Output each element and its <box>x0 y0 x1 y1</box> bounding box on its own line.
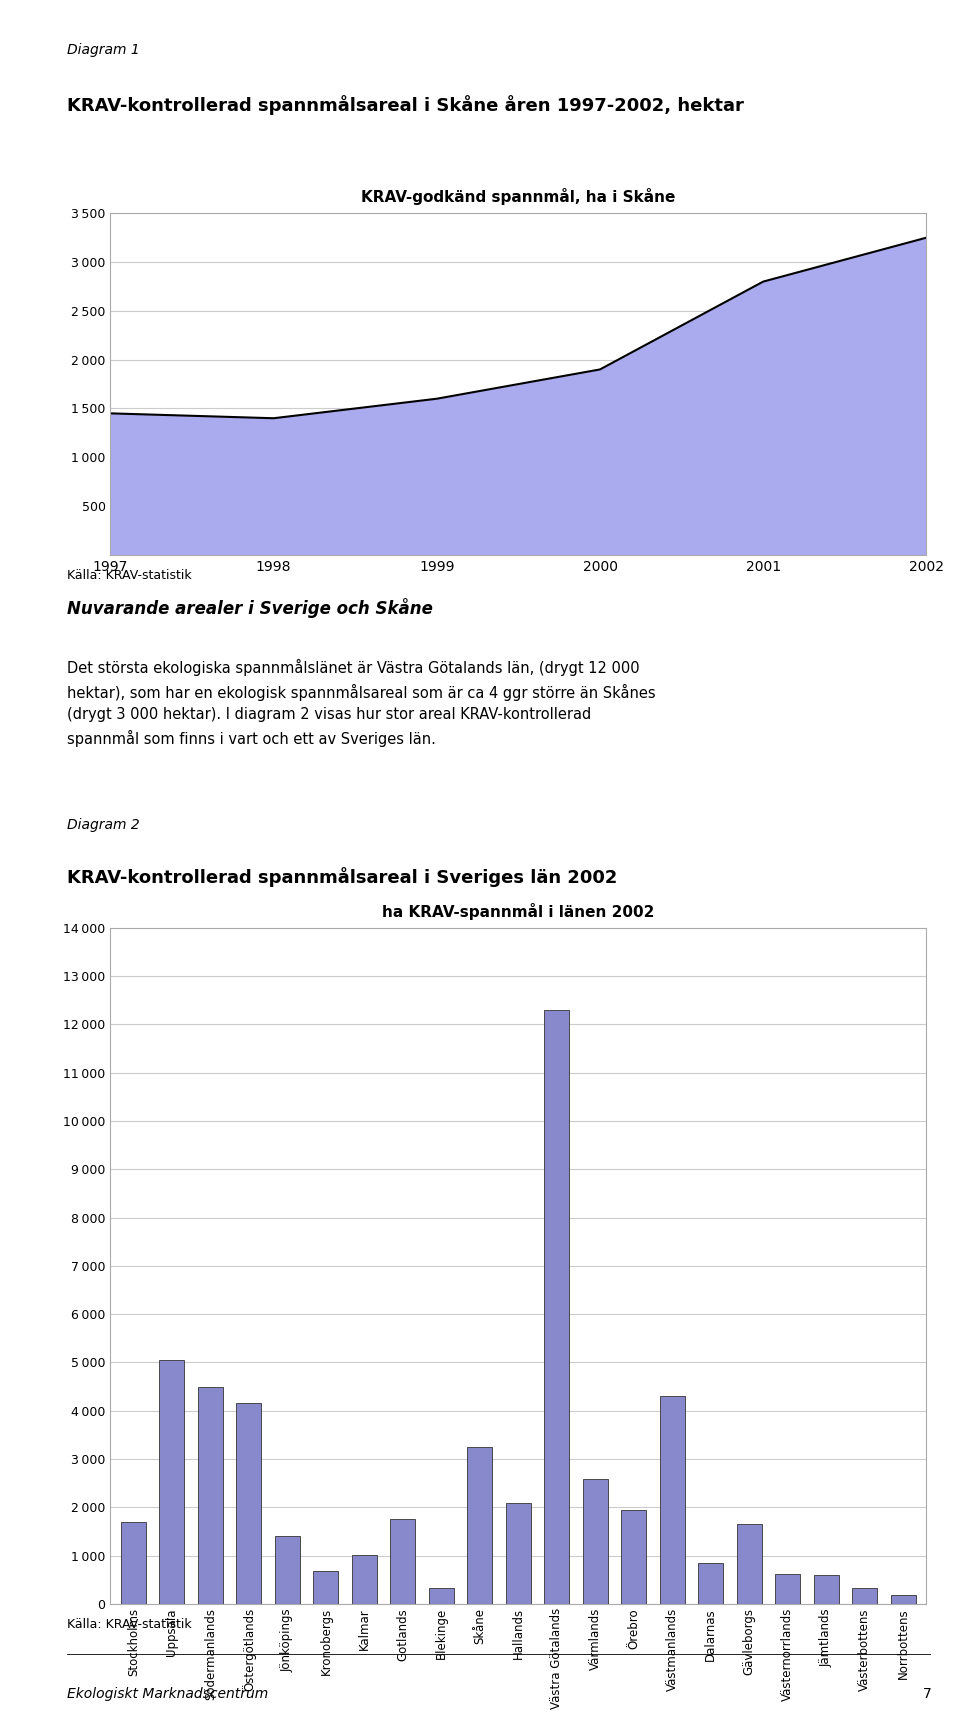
Title: KRAV-godkänd spannmål, ha i Skåne: KRAV-godkänd spannmål, ha i Skåne <box>361 189 676 205</box>
Bar <box>698 1562 724 1604</box>
Text: KRAV-kontrollerad spannmålsareal i Sveriges län 2002: KRAV-kontrollerad spannmålsareal i Sveri… <box>67 867 617 886</box>
Bar <box>313 1571 339 1604</box>
Text: Diagram 2: Diagram 2 <box>67 818 140 832</box>
Bar <box>159 1359 184 1604</box>
Bar <box>468 1446 492 1604</box>
Text: 7: 7 <box>923 1687 931 1701</box>
Bar <box>121 1522 146 1604</box>
Bar <box>198 1387 223 1604</box>
Title: ha KRAV-spannmål i länen 2002: ha KRAV-spannmål i länen 2002 <box>382 903 655 919</box>
Text: Nuvarande arealer i Sverige och Skåne: Nuvarande arealer i Sverige och Skåne <box>67 598 433 619</box>
Text: Det största ekologiska spannmålslänet är Västra Götalands län, (drygt 12 000
hek: Det största ekologiska spannmålslänet är… <box>67 659 656 747</box>
Text: Källa: KRAV-statistik: Källa: KRAV-statistik <box>67 569 192 583</box>
Bar <box>660 1396 684 1604</box>
Bar <box>814 1574 839 1604</box>
Bar <box>391 1519 416 1604</box>
Bar <box>776 1574 801 1604</box>
Bar <box>891 1595 916 1604</box>
Bar <box>506 1503 531 1604</box>
Text: Diagram 1: Diagram 1 <box>67 43 140 57</box>
Bar <box>275 1536 300 1604</box>
Text: KRAV-kontrollerad spannmålsareal i Skåne åren 1997-2002, hektar: KRAV-kontrollerad spannmålsareal i Skåne… <box>67 95 744 114</box>
Bar <box>236 1403 261 1604</box>
Bar <box>737 1524 762 1604</box>
Bar <box>621 1510 646 1604</box>
Bar <box>544 1009 569 1604</box>
Bar <box>352 1555 377 1604</box>
Bar <box>429 1588 454 1604</box>
Bar <box>852 1588 877 1604</box>
Bar <box>583 1479 608 1604</box>
Text: Källa: KRAV-statistik: Källa: KRAV-statistik <box>67 1618 192 1632</box>
Text: Ekologiskt Marknadscentrum: Ekologiskt Marknadscentrum <box>67 1687 269 1701</box>
